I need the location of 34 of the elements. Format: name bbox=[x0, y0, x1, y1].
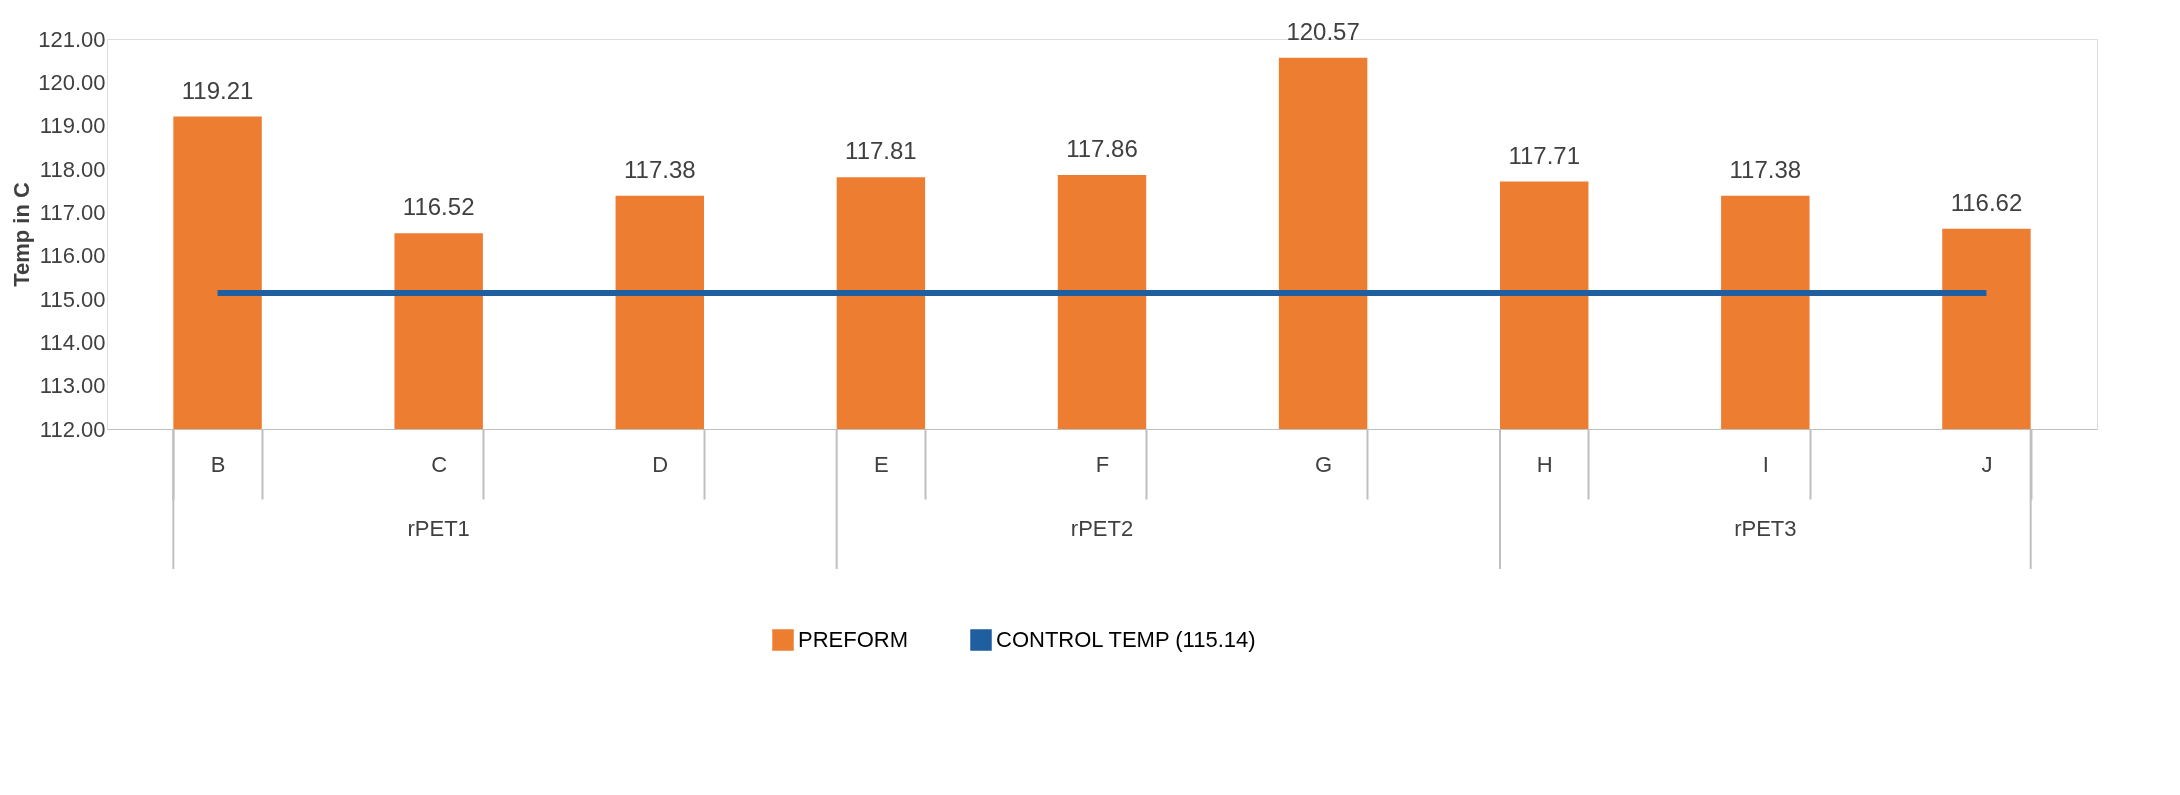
x-tick-label: C bbox=[431, 451, 448, 477]
y-tick-label: 118.00 bbox=[39, 156, 106, 182]
data-label: 117.38 bbox=[623, 155, 696, 183]
x-tick-label: E bbox=[874, 451, 889, 477]
legend-label: CONTROL TEMP (115.14) bbox=[996, 627, 1256, 652]
text: rPET3 bbox=[1734, 516, 1797, 541]
y-tick-label: 115.00 bbox=[39, 286, 106, 312]
data-label: 119.21 bbox=[181, 76, 254, 104]
y-tick-label: 121.00 bbox=[38, 26, 106, 52]
y-tick-label: 120.00 bbox=[38, 69, 106, 95]
x-tick-label: H bbox=[1536, 451, 1553, 477]
legend-label: PREFORM bbox=[798, 627, 908, 652]
x-tick-label: J bbox=[1981, 451, 1993, 477]
y-axis-title: Temp in C bbox=[9, 182, 35, 287]
y-tick-label: 117.00 bbox=[39, 199, 106, 225]
text: rPET2 bbox=[1070, 516, 1134, 541]
y-tick-label: 112.00 bbox=[39, 416, 106, 442]
data-label: 116.52 bbox=[402, 193, 475, 221]
y-tick-label: 113.00 bbox=[39, 373, 106, 399]
x-tick-label: G bbox=[1315, 451, 1333, 477]
y-tick-label: 116.00 bbox=[39, 243, 106, 269]
data-label: 117.81 bbox=[845, 137, 917, 165]
text: rPET1 bbox=[407, 516, 470, 541]
data-label: 117.86 bbox=[1066, 135, 1138, 163]
y-tick-label: 119.00 bbox=[39, 113, 106, 139]
x-tick-label: D bbox=[652, 451, 669, 477]
data-label: 117.71 bbox=[1508, 141, 1581, 169]
y-tick-label: 114.00 bbox=[39, 329, 106, 355]
data-label: 117.38 bbox=[1729, 155, 1802, 183]
x-tick-label: I bbox=[1762, 451, 1769, 477]
data-label: 120.57 bbox=[1286, 17, 1360, 45]
x-tick-label: F bbox=[1095, 451, 1110, 477]
data-label: 116.62 bbox=[1950, 188, 2023, 216]
x-tick-label: B bbox=[210, 451, 226, 477]
